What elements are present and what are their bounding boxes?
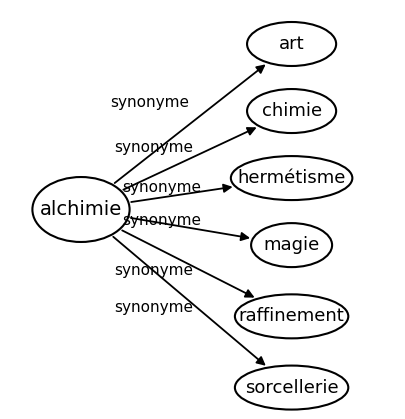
Text: hermétisme: hermétisme	[237, 169, 346, 187]
Text: sorcellerie: sorcellerie	[245, 379, 339, 396]
Text: synonyme: synonyme	[122, 213, 202, 228]
Text: synonyme: synonyme	[114, 300, 194, 316]
Ellipse shape	[235, 365, 348, 410]
Text: art: art	[279, 35, 305, 53]
Ellipse shape	[32, 177, 130, 242]
Text: alchimie: alchimie	[40, 200, 122, 219]
Text: synonyme: synonyme	[114, 140, 194, 155]
Text: chimie: chimie	[262, 102, 322, 120]
Text: magie: magie	[264, 236, 320, 254]
Ellipse shape	[247, 22, 336, 66]
Ellipse shape	[235, 294, 348, 339]
Text: raffinement: raffinement	[239, 308, 345, 325]
Ellipse shape	[247, 89, 336, 133]
Ellipse shape	[251, 223, 332, 267]
Text: synonyme: synonyme	[110, 95, 190, 110]
Text: synonyme: synonyme	[114, 263, 194, 278]
Ellipse shape	[231, 156, 352, 200]
Text: synonyme: synonyme	[122, 180, 202, 195]
